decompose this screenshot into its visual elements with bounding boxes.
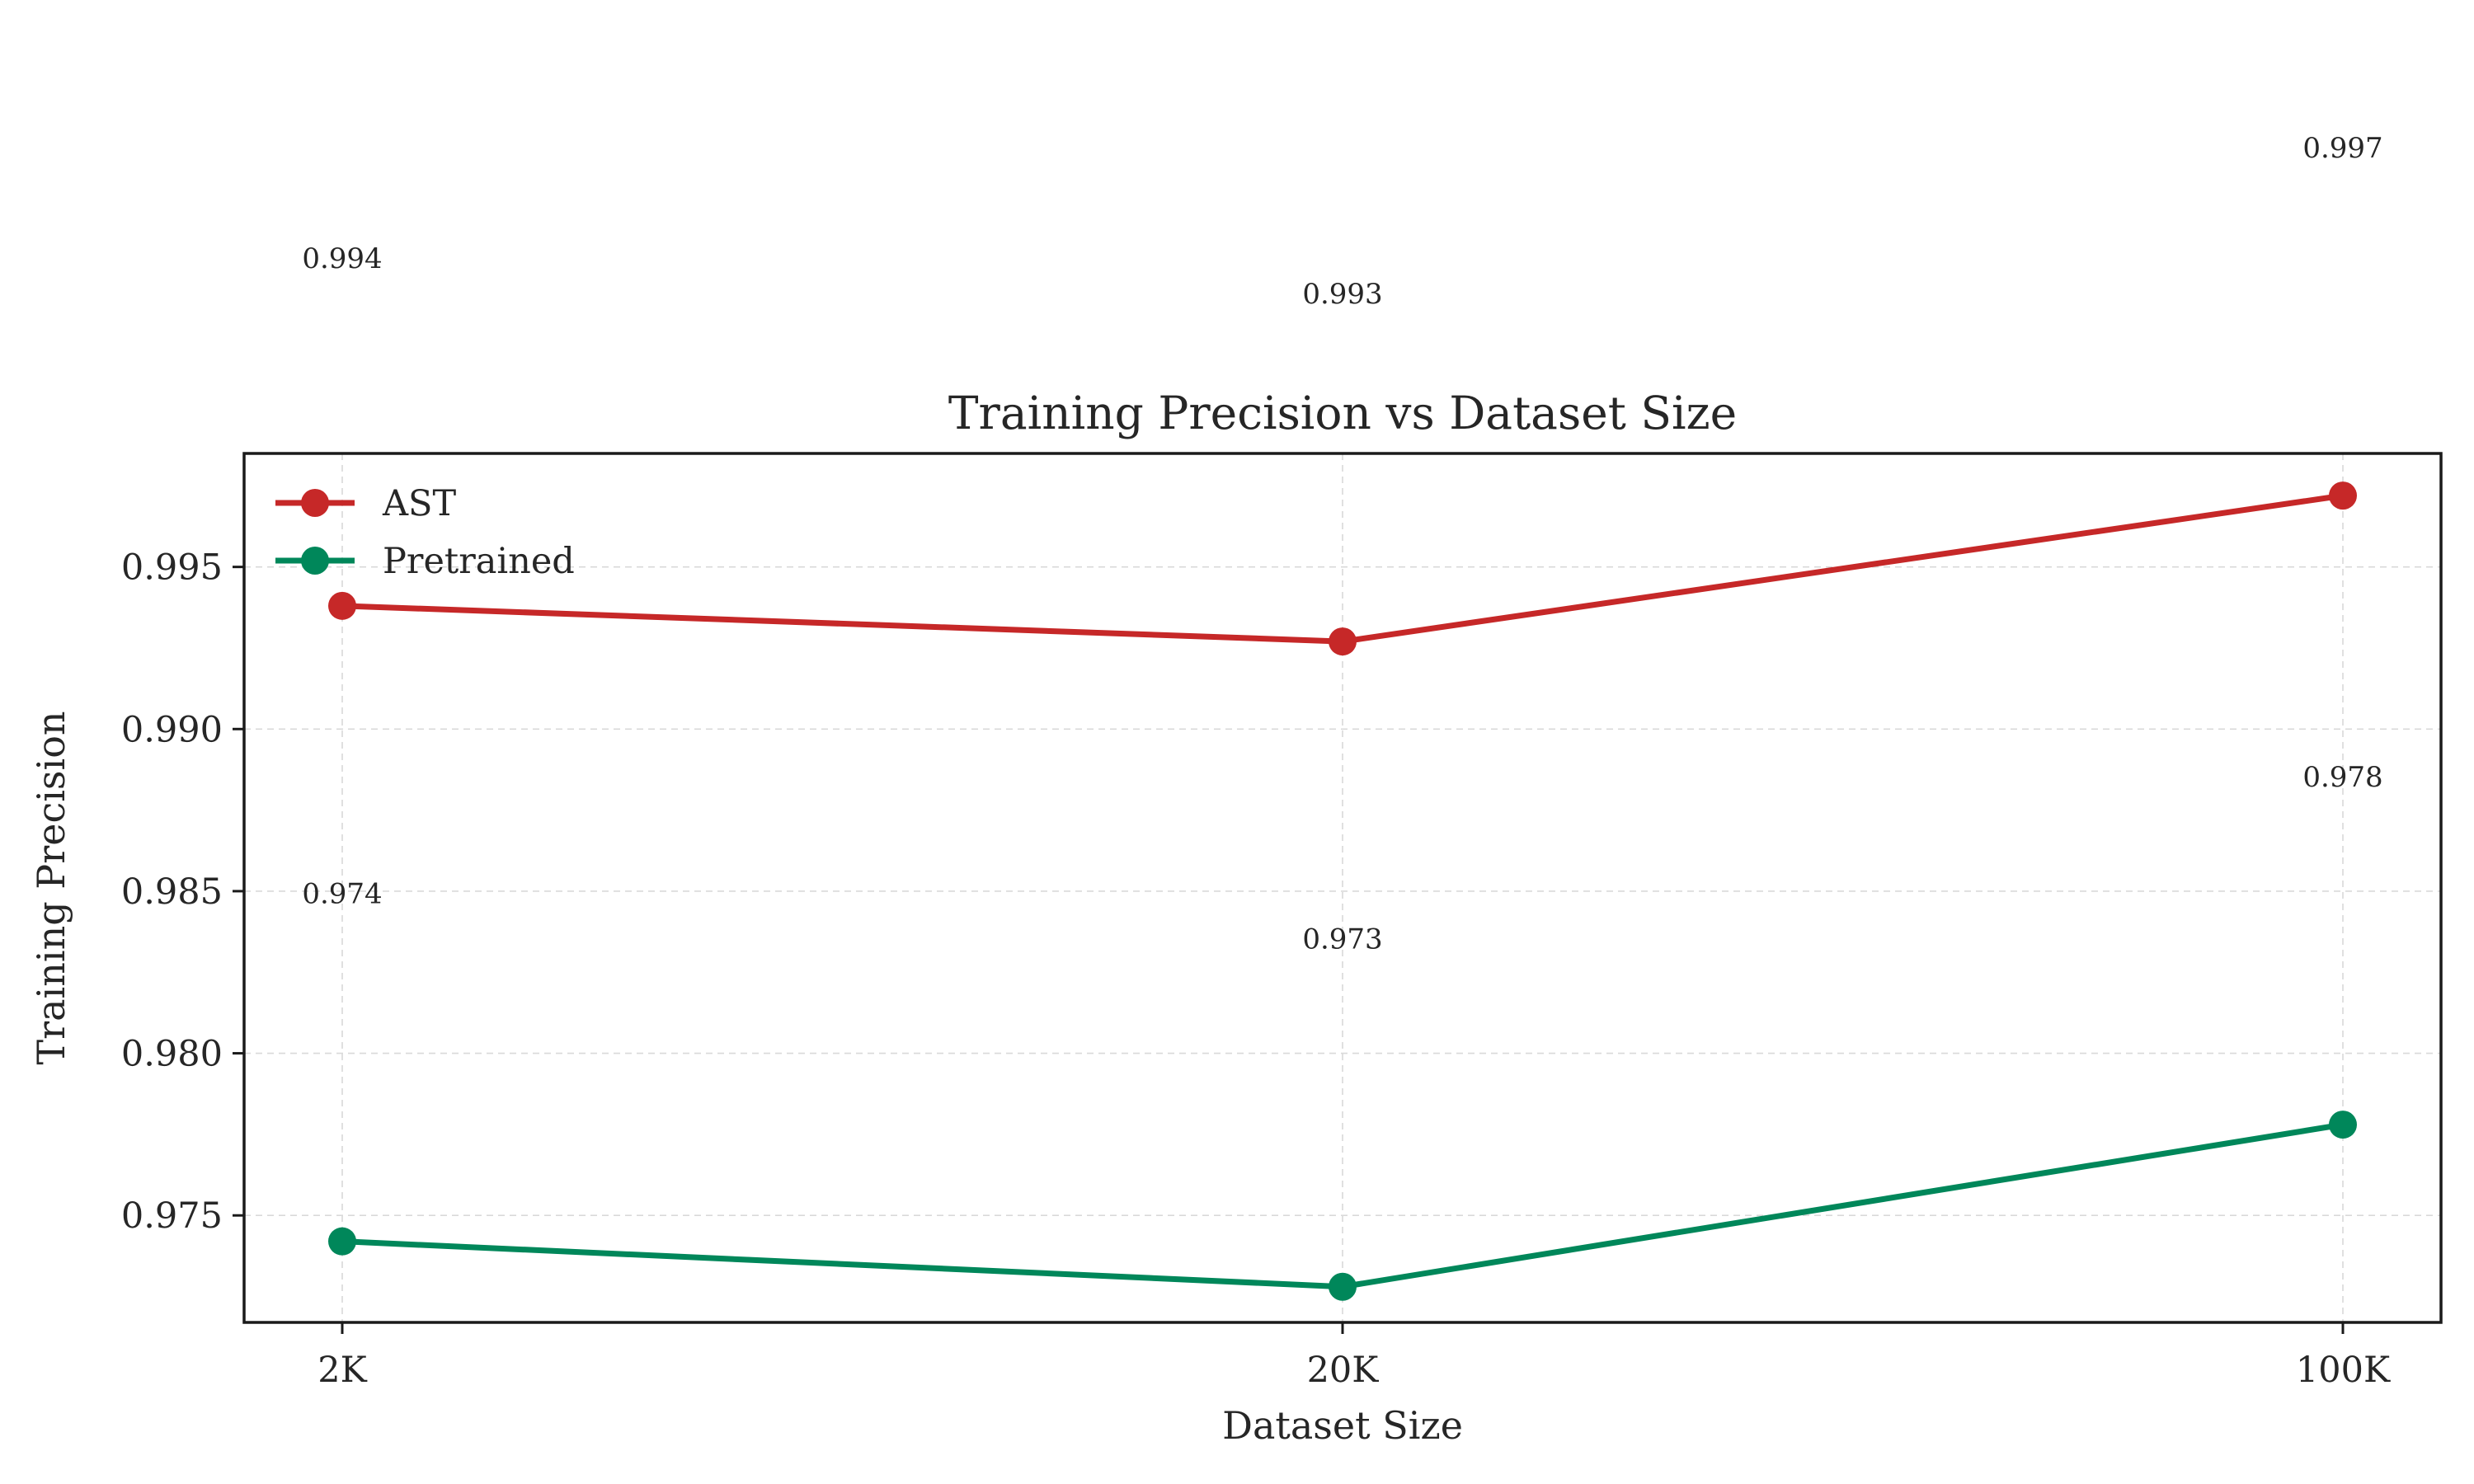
data-point <box>1329 627 1357 656</box>
y-tick-label: 0.985 <box>121 871 223 913</box>
data-point <box>2329 1111 2357 1139</box>
data-value-label: 0.978 <box>2302 761 2382 794</box>
data-point <box>2329 481 2357 510</box>
axis-ticks: 0.975 0.980 0.985 0.990 0.995 2K 20K 100K <box>121 547 2391 1391</box>
data-value-label: 0.973 <box>1302 923 1382 956</box>
x-axis-label: Dataset Size <box>1222 1403 1463 1448</box>
grid <box>244 453 2441 1322</box>
chart-title: Training Precision vs Dataset Size <box>948 387 1737 439</box>
y-tick-label: 0.990 <box>121 709 223 750</box>
data-value-label: 0.997 <box>2302 132 2382 165</box>
value-labels: 0.994 0.993 0.997 0.974 0.973 0.978 <box>302 132 2382 956</box>
x-tick-label: 2K <box>317 1350 367 1391</box>
legend: AST Pretrained <box>275 483 575 582</box>
data-value-label: 0.993 <box>1302 278 1382 311</box>
series-layer <box>328 481 2357 1301</box>
x-tick-label: 100K <box>2296 1350 2391 1391</box>
data-value-label: 0.974 <box>302 878 382 911</box>
x-tick-label: 20K <box>1307 1350 1380 1391</box>
legend-label: Pretrained <box>383 541 575 582</box>
legend-label: AST <box>382 483 457 524</box>
data-value-label: 0.994 <box>302 242 382 275</box>
y-tick-label: 0.975 <box>121 1195 223 1237</box>
data-point <box>328 1227 356 1256</box>
data-point <box>328 591 356 620</box>
legend-swatch-marker <box>301 547 329 575</box>
y-axis-label: Training Precision <box>29 711 73 1064</box>
y-tick-label: 0.995 <box>121 547 223 589</box>
data-point <box>1329 1272 1357 1301</box>
legend-swatch-marker <box>301 489 329 517</box>
y-tick-label: 0.980 <box>121 1034 223 1075</box>
